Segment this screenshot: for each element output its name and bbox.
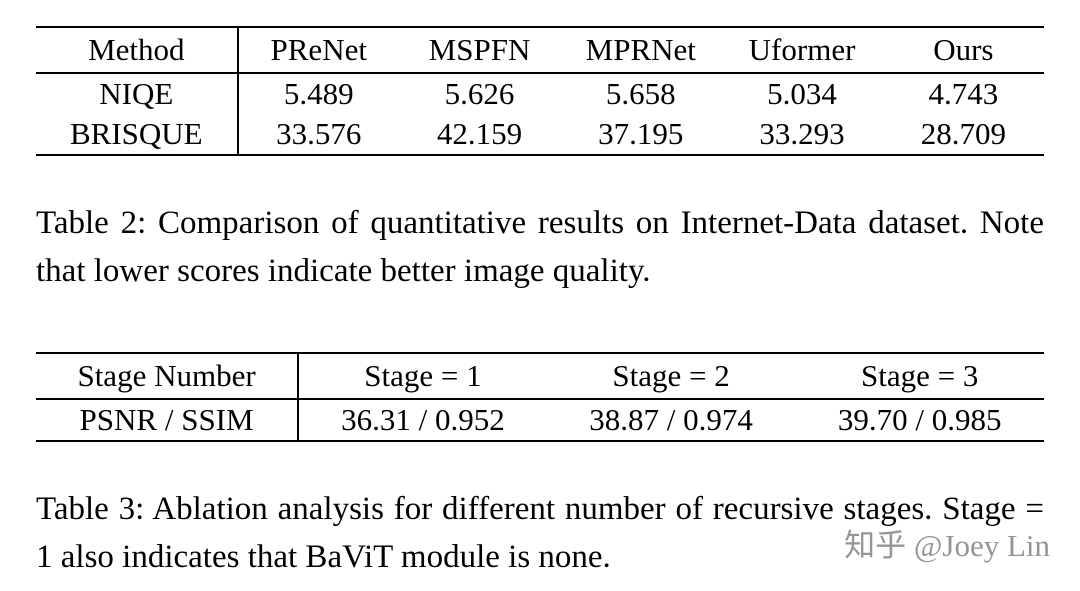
table-cell-best: 39.70 / 0.985 bbox=[837, 401, 1002, 437]
table-2-header-method: Method bbox=[36, 27, 239, 73]
table-3-header-stage-number: Stage Number bbox=[36, 352, 300, 399]
table-2-header-ours: Ours bbox=[933, 32, 994, 67]
table-2-header-mprnet: MPRNet bbox=[585, 32, 696, 67]
table-cell-best: 4.743 bbox=[928, 76, 999, 111]
table-cell: 5.658 bbox=[605, 76, 676, 111]
table-cell: 5.489 bbox=[283, 76, 354, 111]
table-cell: 36.31 / 0.952 bbox=[341, 401, 505, 437]
table-3-caption: Table 3: Ablation analysis for different… bbox=[36, 490, 1044, 575]
table-2-header-row: Method PReNet MSPFN MPRNet Uformer Ours bbox=[36, 27, 1044, 73]
row-label-brisque: BRISQUE bbox=[36, 114, 239, 155]
table-2-header-mspfn: MSPFN bbox=[428, 32, 531, 67]
table-2-header-prenet: PReNet bbox=[270, 32, 367, 67]
table-cell: 38.87 / 0.974 bbox=[589, 401, 753, 437]
table-3-header-stage-3: Stage = 3 bbox=[860, 357, 979, 393]
table-3: Stage Number Stage = 1 Stage = 2 Stage =… bbox=[36, 351, 1044, 442]
table-2: Method PReNet MSPFN MPRNet Uformer Ours … bbox=[36, 26, 1044, 156]
table-cell: 5.034 bbox=[767, 76, 837, 111]
table-cell: 37.195 bbox=[598, 116, 684, 151]
table-2-header-uformer: Uformer bbox=[748, 32, 856, 67]
row-label-psnr-ssim: PSNR / SSIM bbox=[36, 398, 300, 441]
table-cell: 42.159 bbox=[436, 116, 523, 151]
table-3-header-stage-1: Stage = 1 bbox=[364, 357, 482, 393]
table-cell: 5.626 bbox=[444, 76, 515, 111]
table-row-brisque: BRISQUE 33.576 42.159 37.195 33.293 28.7… bbox=[36, 114, 1044, 155]
table-2-caption: Table 2: Comparison of quantitative resu… bbox=[36, 205, 1044, 289]
table-row-psnr-ssim: PSNR / SSIM 36.31 / 0.952 38.87 / 0.974 … bbox=[36, 398, 1044, 441]
row-label-niqe: NIQE bbox=[36, 73, 239, 114]
table-3-header-stage-2: Stage = 2 bbox=[612, 357, 730, 393]
table-cell-best: 28.709 bbox=[920, 116, 1006, 151]
table-cell: 33.576 bbox=[276, 116, 362, 151]
table-row-niqe: NIQE 5.489 5.626 5.658 5.034 4.743 bbox=[36, 73, 1044, 114]
table-3-header-row: Stage Number Stage = 1 Stage = 2 Stage =… bbox=[36, 352, 1044, 399]
table-cell: 33.293 bbox=[759, 116, 845, 151]
